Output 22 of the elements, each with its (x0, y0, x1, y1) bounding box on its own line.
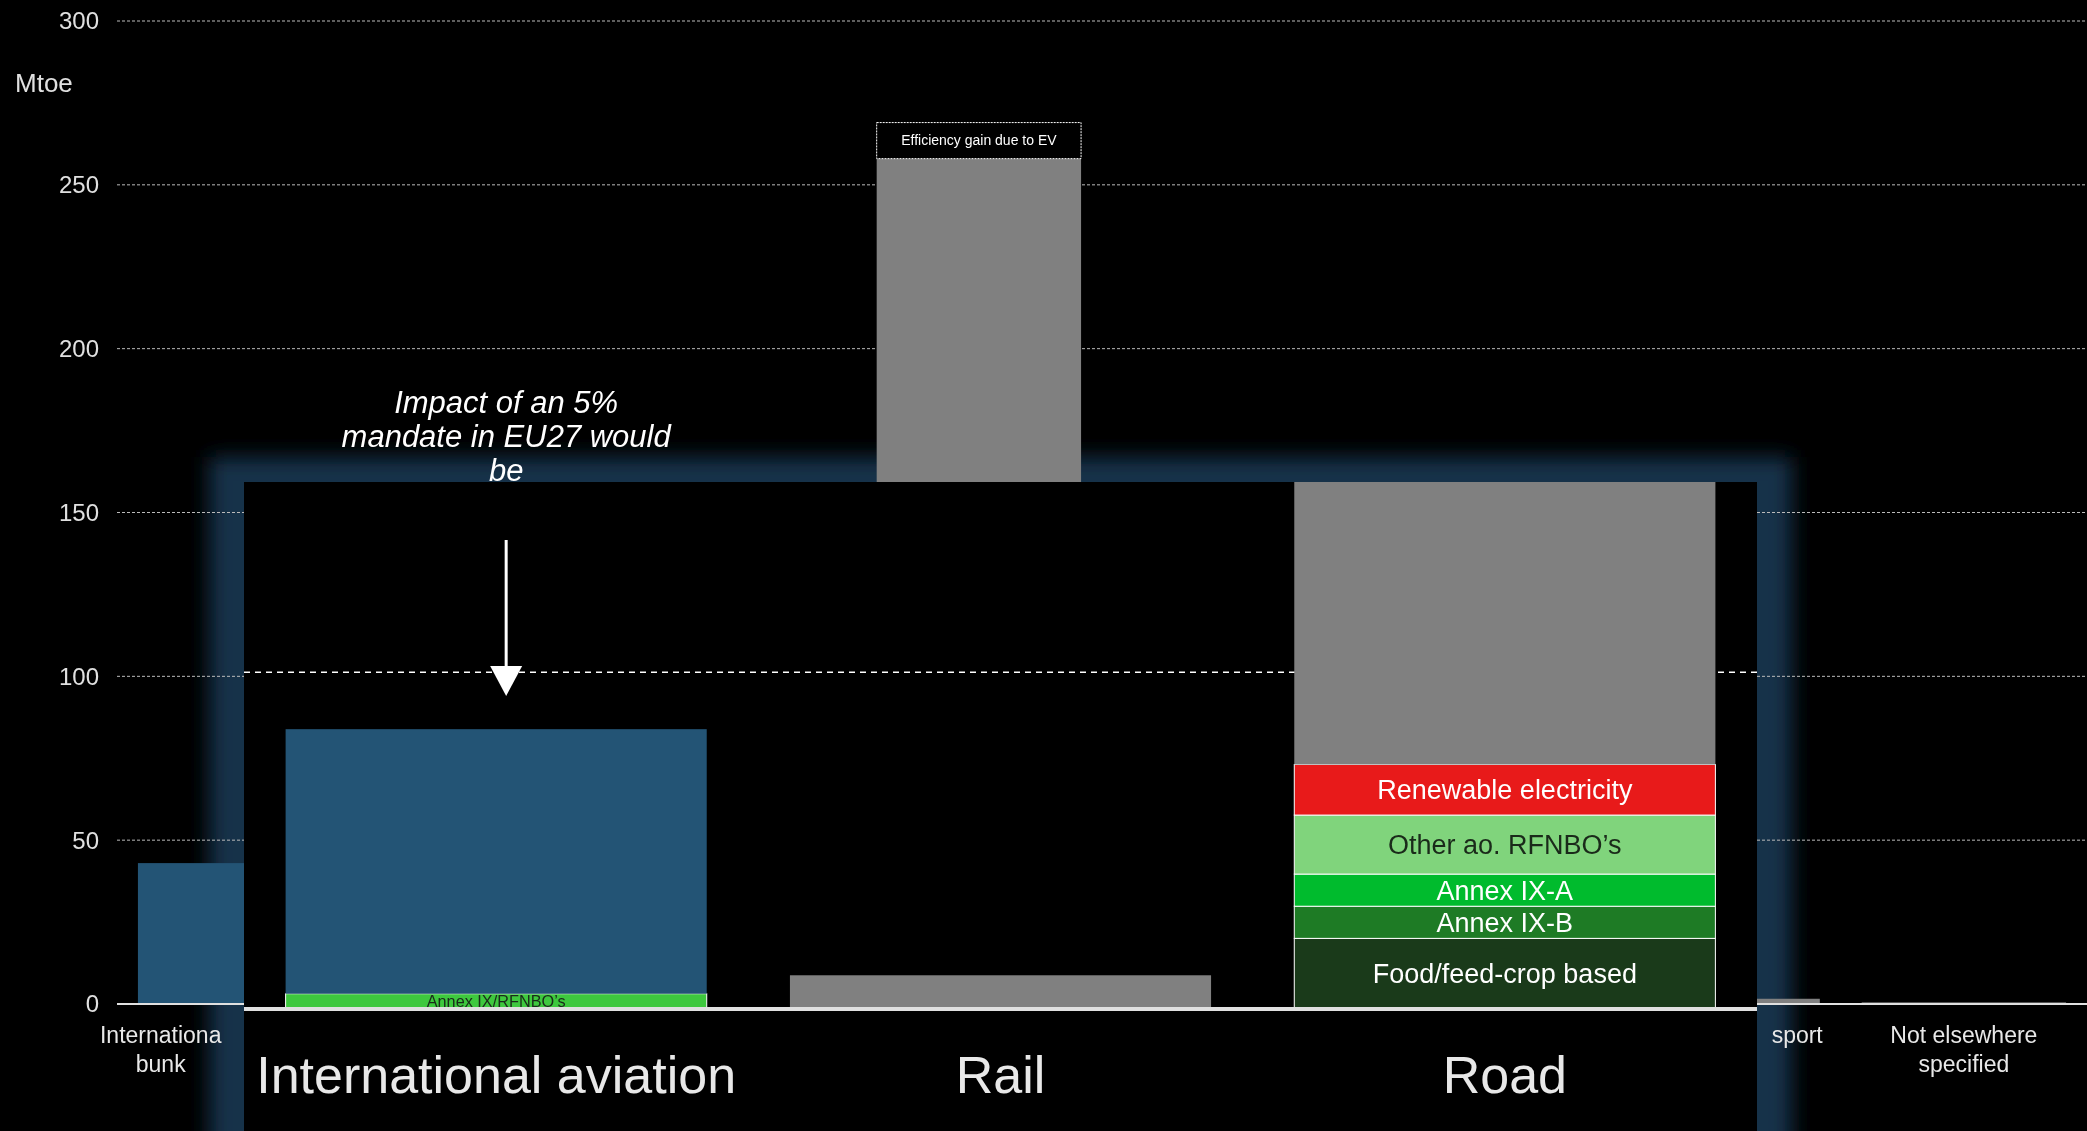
y-tick-label: 50 (72, 826, 99, 854)
y-tick-label: 200 (58, 335, 99, 363)
y-tick-label: 0 (85, 990, 99, 1018)
series-label: Annex IX-A (1436, 875, 1574, 906)
annotation: Impact of an 5% mandate in EU27 would be (341, 385, 673, 488)
y-axis-title: Mtoe (15, 68, 73, 98)
x-tick-label: sport (1771, 1022, 1824, 1048)
series-label: Annex IX-B (1436, 907, 1574, 938)
x-tick-label: Road (1442, 1046, 1567, 1104)
y-tick-label: 250 (58, 171, 99, 199)
x-tick-label: International aviation (256, 1046, 737, 1104)
y-tick-label: 300 (58, 7, 99, 35)
x-tick-label: Not elsewhere specified (1890, 1022, 2038, 1077)
series-label: Other ao. RFNBO’s (1388, 830, 1622, 861)
y-tick-label: 150 (58, 498, 99, 526)
y-tick-label: 100 (58, 662, 99, 690)
series-label: Annex IX/RFNBO’s (426, 992, 566, 1011)
x-tick-label: Rail (955, 1046, 1046, 1104)
x-tick-label: Internationa bunk (99, 1022, 222, 1077)
series-label: Renewable electricity (1377, 775, 1633, 806)
series-label: Food/feed-crop based (1372, 959, 1637, 990)
series-label: Efficiency gain due to EV (901, 132, 1058, 149)
